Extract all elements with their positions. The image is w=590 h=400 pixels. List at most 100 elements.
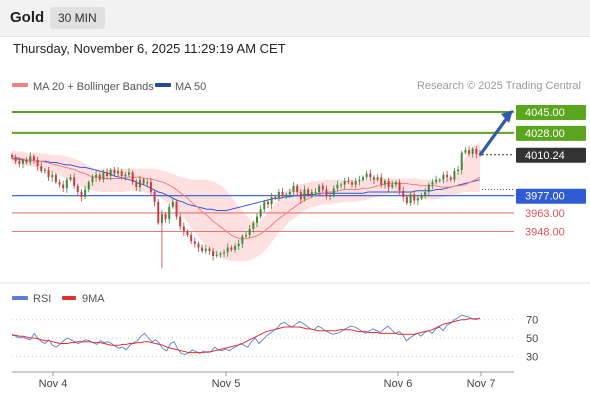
ma20-legend-swatch — [12, 83, 28, 87]
candle-body — [372, 177, 375, 180]
candle-body — [351, 182, 354, 185]
level-label-resistance: 4028.00 — [525, 128, 565, 140]
ma50-legend-swatch — [155, 83, 171, 87]
x-tick-label: Nov 5 — [212, 378, 241, 390]
candle-body — [131, 172, 134, 183]
candle-body — [299, 192, 302, 200]
candle-body — [43, 169, 46, 172]
candle-body — [197, 243, 200, 248]
ma9-line — [12, 318, 480, 354]
candle-body — [332, 188, 335, 196]
candle-body — [292, 185, 295, 192]
ma9-legend-label: 9MA — [82, 293, 105, 305]
candle-body — [204, 248, 207, 252]
rsi-legend-label: RSI — [33, 293, 51, 305]
candle-body — [190, 235, 193, 242]
candle-body — [212, 251, 215, 256]
candle-body — [325, 189, 328, 196]
candle-body — [157, 201, 160, 223]
candle-body — [149, 182, 152, 192]
candle-body — [252, 222, 255, 229]
candle-body — [32, 156, 35, 160]
candle-body — [208, 248, 211, 252]
candle-body — [394, 182, 397, 185]
candle-body — [80, 192, 83, 197]
rsi-tick-label: 70 — [526, 315, 538, 327]
candle-body — [314, 192, 317, 193]
candle-body — [135, 182, 138, 188]
candle-body — [21, 160, 24, 164]
candle-body — [230, 247, 233, 250]
candle-body — [179, 216, 182, 227]
candle-body — [263, 201, 266, 210]
candle-body — [402, 190, 405, 197]
candle-body — [245, 235, 247, 237]
candle-body — [288, 192, 291, 195]
candle-body — [435, 179, 438, 183]
candle-body — [471, 148, 474, 154]
candle-body — [420, 195, 423, 199]
candle-body — [398, 182, 401, 191]
candle-body — [219, 253, 222, 255]
candle-body — [241, 236, 244, 244]
candle-body — [128, 172, 130, 175]
candle-body — [58, 182, 61, 185]
forecast-arrow — [478, 117, 509, 157]
candle-body — [321, 185, 324, 190]
candle-body — [442, 174, 445, 180]
candle-body — [296, 185, 299, 192]
instrument-name: Gold — [10, 9, 45, 26]
candle-body — [175, 201, 178, 217]
level-label-last: 4010.24 — [525, 150, 565, 162]
candle-body — [405, 196, 408, 204]
candle-body — [201, 247, 204, 252]
x-tick-label: Nov 4 — [39, 378, 68, 390]
candle-body — [40, 166, 43, 172]
candle-body — [255, 216, 258, 223]
candle-body — [171, 201, 174, 207]
level-tag-pivot — [516, 188, 586, 204]
candle-body — [318, 185, 321, 192]
candle-body — [362, 177, 364, 180]
candle-body — [303, 189, 306, 200]
candle-body — [11, 155, 13, 158]
candle-body — [87, 182, 90, 190]
candle-body — [106, 172, 109, 176]
candle-body — [310, 192, 313, 195]
candle-body — [358, 179, 361, 181]
candle-body — [62, 184, 65, 189]
level-tag-resistance — [516, 125, 586, 141]
candle-body — [383, 180, 386, 185]
ma20-line — [11, 155, 481, 240]
candle-body — [109, 169, 112, 176]
candle-body — [193, 241, 196, 244]
ma50-line — [12, 158, 481, 211]
candle-body — [464, 150, 467, 153]
candle-body — [468, 150, 471, 154]
chart-datetime: Thursday, November 6, 2025 11:29:19 AM C… — [13, 41, 286, 56]
candle-body — [369, 173, 372, 178]
timeframe-selector[interactable]: 30 MIN — [50, 7, 105, 29]
candle-body — [76, 185, 79, 192]
candle-body — [336, 184, 339, 189]
candle-body — [146, 182, 149, 184]
candle-body — [453, 171, 456, 180]
candle-body — [427, 184, 430, 192]
candle-body — [376, 177, 379, 180]
candle-body — [98, 174, 101, 180]
candle-body — [142, 179, 145, 184]
candle-body — [354, 180, 357, 185]
ma20-legend-label: MA 20 + Bollinger Bands — [33, 81, 154, 93]
candle-body — [365, 173, 368, 178]
candle-body — [47, 169, 50, 178]
top-bar: Gold 30 MIN — [0, 0, 590, 37]
candle-body — [113, 169, 116, 174]
candle-body — [475, 148, 478, 154]
candle-body — [14, 157, 17, 162]
level-label-pivot: 3977.00 — [525, 191, 565, 203]
candle-body — [248, 228, 251, 236]
candle-body — [431, 182, 434, 185]
candle-body — [329, 195, 332, 197]
candle-body — [259, 209, 262, 217]
candle-body — [36, 160, 39, 167]
